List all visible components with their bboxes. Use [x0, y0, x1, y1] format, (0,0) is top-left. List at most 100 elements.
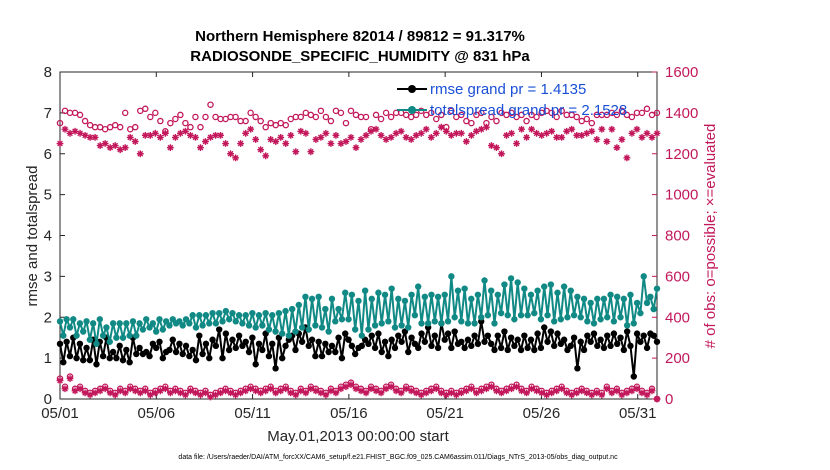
data-point-possible_minus_evaluated_evaluated — [553, 387, 561, 395]
data-point-rmse — [620, 346, 628, 354]
data-point-rmse — [73, 354, 80, 362]
data-point-possible_minus_evaluated_evaluated — [362, 389, 370, 397]
data-point-possible_minus_evaluated_evaluated — [242, 387, 250, 395]
data-point-totalspread — [650, 305, 657, 313]
data-point-possible_minus_evaluated_evaluated — [407, 387, 415, 395]
data-point-possible_minus_evaluated_evaluated — [608, 389, 616, 397]
data-point-totalspread — [206, 320, 213, 327]
data-point-possible_minus_evaluated_evaluated — [111, 391, 119, 399]
data-point-rmse — [318, 352, 326, 360]
data-point-rmse — [199, 350, 206, 358]
y-left-tick-label: 5 — [44, 187, 52, 204]
data-point-rmse — [587, 338, 594, 345]
data-point-totalspread — [607, 291, 614, 298]
data-point-totalspread — [385, 318, 392, 325]
data-point-rmse — [507, 334, 515, 341]
data-point-totalspread — [166, 322, 173, 329]
series-evaluated — [56, 123, 661, 162]
data-point-rmse — [216, 326, 223, 333]
data-point-possible_minus_evaluated_evaluated — [533, 387, 540, 395]
data-point-evaluated — [106, 144, 114, 152]
data-point-possible — [322, 113, 330, 121]
data-point-rmse — [554, 330, 561, 337]
data-point-evaluated — [543, 129, 551, 137]
data-point-rmse — [252, 361, 259, 368]
data-point-totalspread — [444, 318, 452, 325]
data-point-totalspread — [504, 312, 511, 319]
data-point-evaluated — [528, 125, 535, 133]
data-point-totalspread — [212, 320, 220, 327]
data-point-evaluated — [237, 140, 245, 147]
data-point-rmse — [451, 328, 458, 335]
data-point-possible_minus_evaluated_evaluated — [227, 389, 234, 397]
data-point-totalspread — [567, 287, 574, 294]
x-tick-label: 05/01 — [41, 405, 79, 422]
data-point-rmse — [322, 340, 329, 348]
data-point-totalspread — [136, 320, 143, 327]
data-point-possible — [242, 117, 249, 125]
data-point-evaluated — [447, 131, 455, 139]
data-point-possible — [558, 107, 565, 115]
data-point-totalspread — [521, 285, 528, 292]
data-point-possible — [202, 113, 209, 121]
data-point-rmse — [348, 342, 356, 350]
series-possible — [56, 101, 661, 135]
data-point-rmse — [235, 332, 243, 339]
data-point-possible — [618, 107, 626, 115]
data-point-rmse — [464, 336, 472, 343]
data-point-totalspread — [265, 326, 273, 333]
data-point-possible_minus_evaluated_evaluated — [513, 383, 520, 391]
data-point-possible_minus_evaluated_evaluated — [267, 385, 275, 393]
data-point-totalspread — [560, 283, 568, 290]
data-point-rmse — [172, 348, 180, 356]
data-point-evaluated — [628, 129, 636, 137]
data-point-evaluated — [111, 142, 119, 149]
data-point-evaluated — [653, 129, 661, 137]
data-point-possible_minus_evaluated_evaluated — [432, 385, 440, 393]
data-point-rmse — [60, 359, 67, 366]
data-point-possible — [76, 111, 84, 119]
data-point-rmse — [643, 344, 651, 352]
data-point-totalspread — [428, 291, 435, 298]
data-point-evaluated — [217, 131, 224, 139]
data-point-possible — [583, 115, 591, 123]
data-point-totalspread — [391, 324, 399, 331]
data-point-totalspread — [471, 320, 478, 327]
data-point-rmse — [245, 348, 253, 356]
data-point-rmse — [182, 342, 190, 350]
legend: rmse grand pr = 1.4135 totalspread grand… — [397, 81, 627, 119]
data-point-rmse — [524, 344, 531, 352]
data-point-evaluated — [247, 125, 255, 133]
data-point-possible — [412, 111, 420, 119]
data-point-possible — [433, 115, 440, 123]
data-point-possible — [167, 119, 174, 127]
data-point-totalspread — [395, 295, 402, 303]
data-point-rmse — [209, 336, 216, 343]
data-point-evaluated — [372, 125, 380, 133]
data-point-rmse — [405, 348, 412, 356]
data-point-rmse — [514, 336, 521, 343]
data-point-possible_minus_evaluated_evaluated — [357, 387, 365, 395]
data-point-totalspread — [308, 295, 316, 303]
data-point-evaluated — [588, 127, 596, 135]
data-point-totalspread — [478, 314, 485, 321]
data-point-evaluated — [192, 134, 199, 141]
data-point-evaluated — [262, 152, 270, 160]
data-point-possible_minus_evaluated_evaluated — [568, 391, 576, 399]
data-point-possible_minus_evaluated_evaluated — [197, 391, 204, 399]
data-point-rmse — [594, 342, 601, 350]
data-point-totalspread — [547, 281, 555, 288]
data-point-rmse — [202, 340, 210, 348]
data-point-totalspread — [507, 275, 515, 282]
data-point-evaluated — [568, 125, 576, 133]
data-point-totalspread — [73, 332, 80, 339]
data-point-rmse — [83, 344, 90, 352]
data-point-possible_minus_evaluated_evaluated — [262, 387, 270, 395]
data-point-rmse — [272, 365, 279, 372]
data-point-evaluated — [513, 140, 520, 147]
data-point-totalspread — [89, 320, 97, 327]
data-point-possible_minus_evaluated_evaluated — [628, 387, 636, 395]
data-point-totalspread — [189, 312, 196, 319]
